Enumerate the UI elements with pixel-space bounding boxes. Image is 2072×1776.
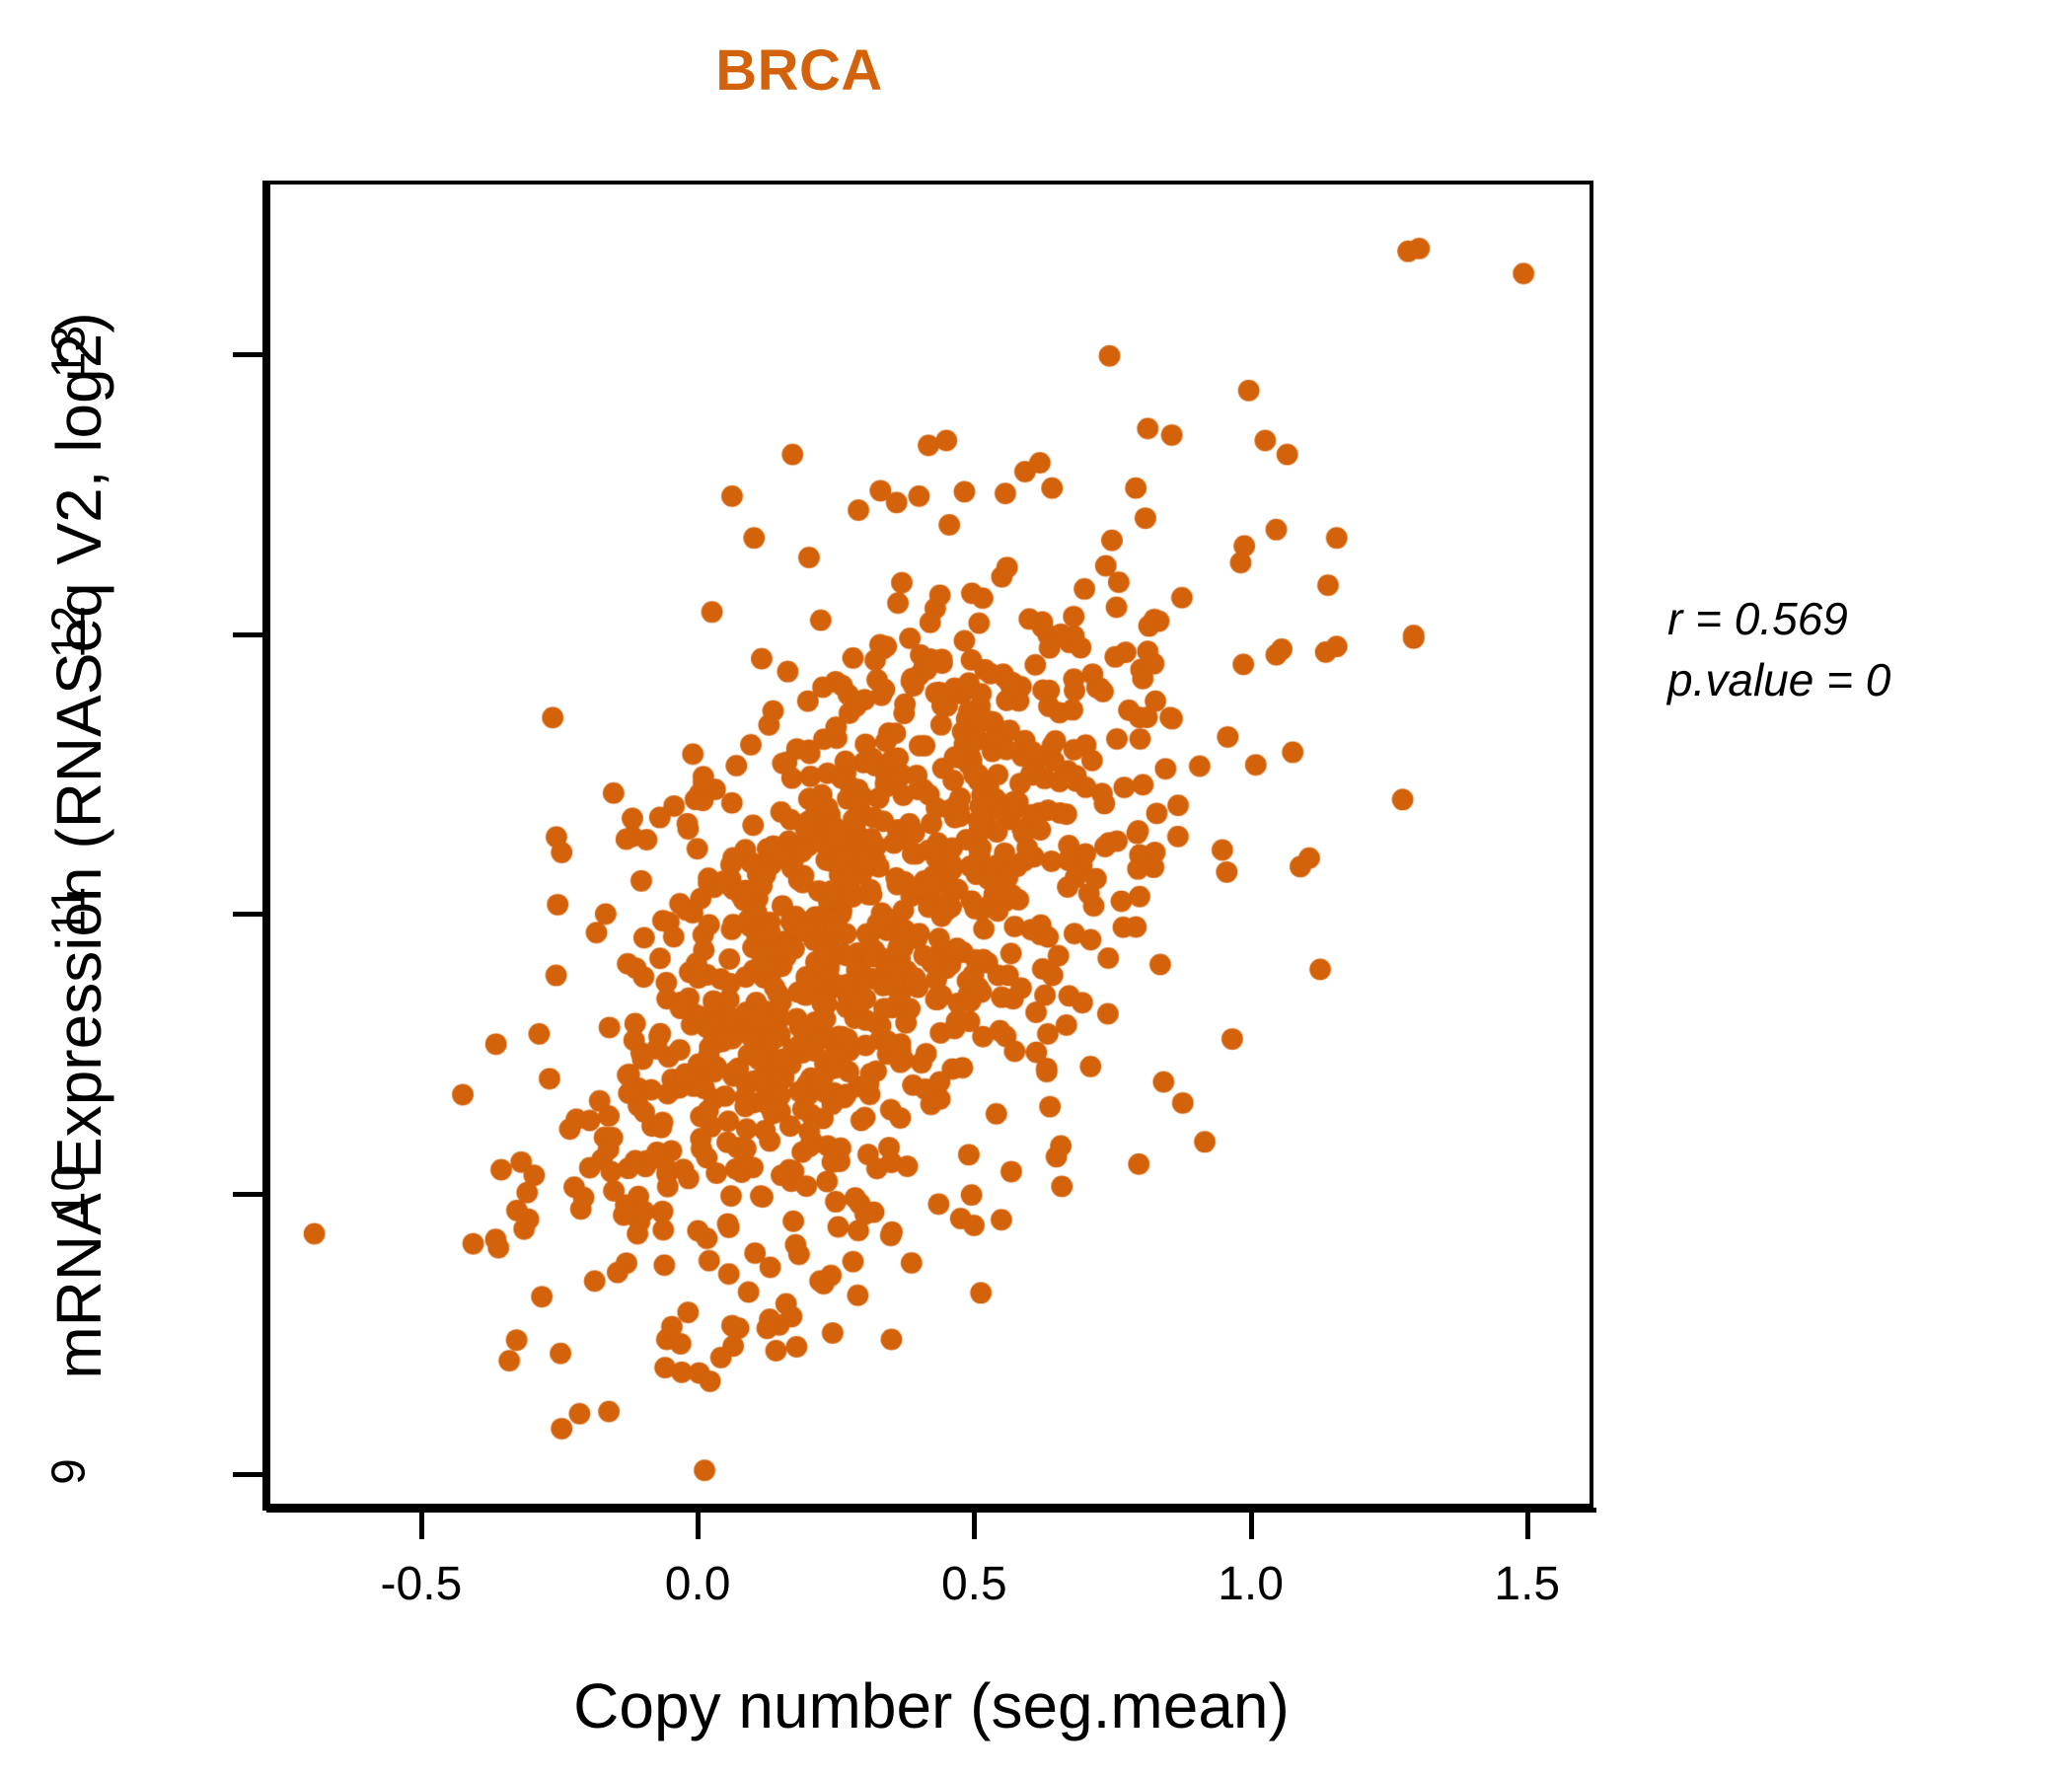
y-tick-mark	[233, 1192, 262, 1198]
x-tick-mark	[418, 1510, 424, 1539]
scatter-points-layer	[270, 185, 1590, 1504]
x-axis-line	[266, 1508, 1596, 1513]
x-tick-mark	[1248, 1510, 1254, 1539]
x-tick-mark	[1524, 1510, 1530, 1539]
y-axis-line	[262, 181, 267, 1511]
plot-area	[266, 181, 1593, 1508]
x-tick-label: 1.5	[1494, 1558, 1561, 1610]
pvalue-value: p.value = 0	[1667, 654, 1891, 706]
page-title: BRCA	[715, 38, 883, 103]
y-tick-mark	[233, 351, 262, 357]
x-tick-label: -0.5	[380, 1558, 463, 1610]
x-tick-label: 1.0	[1218, 1558, 1284, 1610]
y-axis-title: mRNA Expression (RNASeq V2, log2)	[43, 312, 114, 1379]
x-tick-label: 0.5	[940, 1558, 1007, 1610]
x-tick-mark	[972, 1510, 978, 1539]
y-tick-mark	[233, 631, 262, 637]
x-tick-label: 0.0	[664, 1558, 731, 1610]
y-tick-mark	[233, 1471, 262, 1477]
correlation-value: r = 0.569	[1667, 593, 1848, 644]
y-tick-mark	[233, 912, 262, 918]
x-axis-title: Copy number (seg.mean)	[573, 1670, 1290, 1741]
x-tick-mark	[696, 1510, 702, 1539]
statistics-annotation: r = 0.569 p.value = 0	[1667, 588, 1890, 710]
